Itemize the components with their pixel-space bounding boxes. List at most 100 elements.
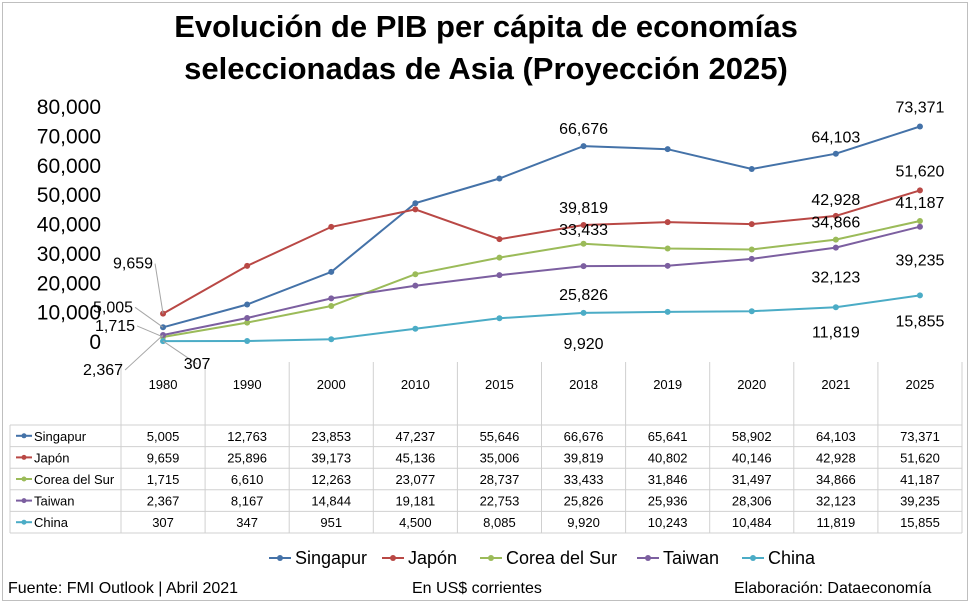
y-tick-label: 70,000 bbox=[37, 125, 101, 148]
data-point bbox=[748, 308, 755, 315]
data-point bbox=[916, 292, 923, 299]
series-line bbox=[162, 189, 921, 315]
table-legend-key-marker bbox=[21, 454, 27, 460]
legend-key-marker bbox=[645, 555, 651, 561]
table-cell-value: 66,676 bbox=[564, 429, 604, 444]
legend-key-marker bbox=[488, 555, 494, 561]
data-label: 5,005 bbox=[93, 299, 133, 316]
table-cell-value: 33,433 bbox=[564, 472, 604, 487]
table-series-name: Singapur bbox=[34, 429, 87, 444]
table-series-name: Taiwan bbox=[34, 494, 74, 509]
data-point bbox=[244, 262, 251, 269]
data-label-leader bbox=[124, 334, 164, 371]
table-cell-value: 40,146 bbox=[732, 450, 772, 465]
data-point bbox=[580, 240, 587, 247]
data-label: 41,187 bbox=[895, 195, 944, 212]
y-tick-label: 50,000 bbox=[37, 184, 101, 207]
legend-label: Corea del Sur bbox=[506, 548, 617, 568]
data-label: 25,826 bbox=[559, 287, 608, 304]
legend-label: Japón bbox=[408, 548, 457, 568]
table-cell-value: 4,500 bbox=[399, 515, 432, 530]
table-cell-value: 8,085 bbox=[483, 515, 516, 530]
data-label: 32,123 bbox=[811, 270, 860, 287]
data-point bbox=[832, 150, 839, 157]
data-label: 39,819 bbox=[559, 200, 608, 217]
table-cell-value: 73,371 bbox=[900, 429, 940, 444]
data-point bbox=[748, 221, 755, 228]
x-category-label: 1980 bbox=[149, 377, 178, 392]
table-cell-value: 25,826 bbox=[564, 494, 604, 509]
x-category-label: 2021 bbox=[821, 377, 850, 392]
legend-label: Singapur bbox=[295, 548, 367, 568]
table-cell-value: 28,306 bbox=[732, 494, 772, 509]
units-note: En US$ corrientes bbox=[412, 580, 542, 597]
table-cell-value: 11,819 bbox=[816, 515, 855, 530]
table-cell-value: 2,367 bbox=[147, 494, 180, 509]
table-cell-value: 10,484 bbox=[732, 515, 772, 530]
legend-key-marker bbox=[277, 555, 283, 561]
x-category-label: 2000 bbox=[317, 377, 346, 392]
x-category-label: 1990 bbox=[233, 377, 262, 392]
table-cell-value: 39,173 bbox=[311, 450, 351, 465]
data-point bbox=[412, 206, 419, 213]
data-point bbox=[496, 315, 503, 322]
table-cell-value: 347 bbox=[236, 515, 258, 530]
data-point bbox=[244, 315, 251, 322]
table-cell-value: 14,844 bbox=[311, 494, 351, 509]
table-series-name: Japón bbox=[34, 450, 69, 465]
data-point bbox=[916, 223, 923, 230]
data-label: 73,371 bbox=[895, 99, 944, 116]
data-label: 2,367 bbox=[83, 362, 123, 379]
data-point bbox=[244, 319, 251, 326]
table-cell-value: 5,005 bbox=[147, 429, 180, 444]
x-category-label: 2025 bbox=[905, 377, 934, 392]
table-series-name: China bbox=[34, 515, 69, 530]
legend-key-marker bbox=[390, 555, 396, 561]
table-cell-value: 25,936 bbox=[648, 494, 688, 509]
data-point bbox=[244, 337, 251, 344]
table-cell-value: 951 bbox=[320, 515, 342, 530]
data-label: 66,676 bbox=[559, 121, 608, 138]
data-point bbox=[832, 304, 839, 311]
table-cell-value: 1,715 bbox=[147, 472, 180, 487]
series-line bbox=[162, 225, 921, 336]
y-tick-label: 40,000 bbox=[37, 214, 101, 237]
table-cell-value: 42,928 bbox=[816, 450, 856, 465]
table-cell-value: 10,243 bbox=[648, 515, 688, 530]
data-point bbox=[664, 219, 671, 226]
table-cell-value: 25,896 bbox=[227, 450, 267, 465]
table-legend-key-marker bbox=[21, 476, 27, 482]
data-point bbox=[832, 212, 839, 219]
table-cell-value: 8,167 bbox=[231, 494, 264, 509]
table-cell-value: 55,646 bbox=[480, 429, 520, 444]
table-cell-value: 9,659 bbox=[147, 450, 180, 465]
data-point bbox=[412, 200, 419, 207]
data-point bbox=[412, 325, 419, 332]
data-point bbox=[748, 165, 755, 172]
data-point bbox=[916, 218, 923, 225]
data-point bbox=[664, 308, 671, 315]
data-label: 9,920 bbox=[564, 336, 604, 353]
data-label: 307 bbox=[184, 356, 211, 373]
data-label: 1,715 bbox=[95, 318, 135, 335]
series-line bbox=[163, 294, 921, 343]
x-category-label: 2015 bbox=[485, 377, 514, 392]
series-line bbox=[162, 125, 921, 329]
data-point bbox=[832, 236, 839, 243]
y-tick-label: 0 bbox=[89, 331, 101, 354]
table-cell-value: 34,866 bbox=[816, 472, 856, 487]
table-cell-value: 12,763 bbox=[227, 429, 267, 444]
data-point bbox=[832, 244, 839, 251]
data-point bbox=[496, 254, 503, 261]
table-cell-value: 41,187 bbox=[900, 472, 940, 487]
data-point bbox=[328, 295, 335, 302]
data-point bbox=[664, 262, 671, 269]
data-point bbox=[496, 236, 503, 243]
data-point bbox=[496, 272, 503, 279]
table-cell-value: 45,136 bbox=[395, 450, 435, 465]
data-point bbox=[328, 223, 335, 230]
y-tick-label: 10,000 bbox=[37, 302, 101, 325]
data-point bbox=[244, 301, 251, 308]
